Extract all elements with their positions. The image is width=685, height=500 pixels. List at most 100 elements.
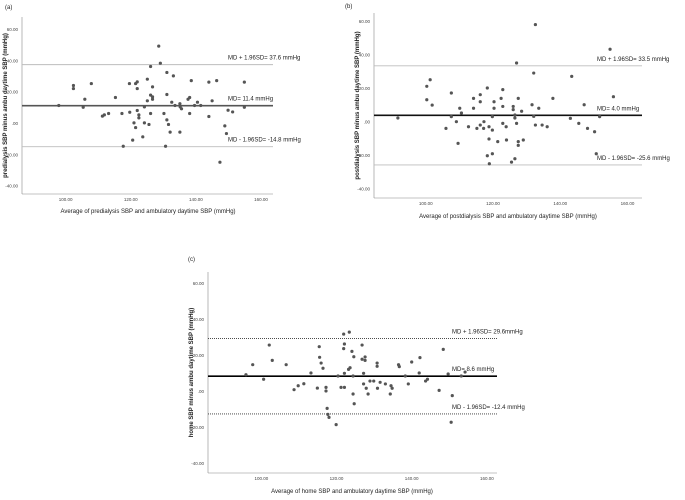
data-point	[513, 116, 517, 120]
y-tick-label: 20.00	[359, 86, 371, 91]
data-point	[390, 386, 394, 390]
data-point	[492, 106, 496, 110]
data-point	[511, 104, 515, 109]
data-point	[487, 162, 491, 166]
data-point	[511, 108, 515, 112]
data-point	[463, 370, 467, 374]
data-point	[57, 103, 61, 108]
data-point	[383, 382, 387, 386]
data-point	[347, 330, 351, 334]
data-point	[514, 121, 519, 125]
data-point	[516, 96, 520, 100]
data-point	[520, 109, 524, 113]
data-point	[485, 86, 489, 90]
data-point	[342, 371, 347, 375]
data-point	[352, 355, 356, 359]
data-point	[352, 402, 356, 406]
data-point	[244, 373, 248, 377]
data-point	[388, 392, 392, 396]
data-point	[120, 111, 124, 116]
data-point	[594, 152, 598, 156]
data-point	[327, 415, 331, 419]
data-point	[437, 388, 441, 393]
data-point	[428, 78, 432, 82]
data-point	[418, 356, 422, 360]
data-point	[165, 70, 169, 75]
data-point	[348, 366, 352, 370]
data-point	[487, 137, 491, 141]
data-point	[363, 358, 367, 362]
data-point	[284, 363, 288, 367]
y-tick-label: -20.00	[191, 425, 204, 430]
data-point	[513, 113, 517, 117]
x-tick-label: 140.00	[189, 197, 203, 202]
data-point	[326, 412, 330, 416]
data-point	[521, 138, 525, 142]
data-point	[318, 355, 322, 359]
data-point	[251, 363, 255, 367]
data-point	[608, 47, 612, 51]
data-point	[179, 107, 184, 111]
data-point	[425, 377, 430, 381]
data-point	[81, 105, 85, 109]
data-point	[471, 96, 476, 100]
data-point	[397, 365, 401, 369]
data-point	[410, 360, 414, 364]
data-point	[551, 96, 555, 100]
data-point	[207, 114, 211, 119]
data-point	[224, 131, 229, 136]
data-point	[165, 92, 169, 97]
x-tick-label: 100.00	[59, 197, 73, 202]
data-point	[378, 380, 382, 384]
data-point	[166, 122, 171, 127]
data-point	[127, 81, 132, 86]
data-point	[342, 342, 347, 346]
data-point	[360, 343, 364, 347]
y-tick-label: 60.00	[7, 27, 19, 32]
data-point	[137, 113, 141, 117]
data-point	[325, 406, 329, 410]
y-tick-label: .00	[198, 389, 205, 394]
data-point	[496, 140, 500, 144]
data-point	[195, 100, 200, 104]
data-point	[485, 154, 489, 158]
data-point	[430, 103, 434, 107]
data-point	[375, 364, 379, 368]
data-point	[425, 98, 429, 102]
data-point	[513, 157, 517, 161]
data-point	[449, 115, 453, 119]
data-point	[267, 343, 271, 347]
data-point	[150, 97, 155, 101]
data-point	[170, 100, 174, 104]
data-point	[162, 111, 166, 116]
data-point	[449, 91, 453, 95]
data-point	[482, 126, 486, 130]
y-tick-label: 60.00	[193, 281, 205, 286]
data-point	[537, 106, 541, 110]
data-point	[218, 160, 222, 164]
data-point	[178, 102, 182, 106]
data-point	[148, 64, 153, 69]
upper-line-label: MD + 1.96SD= 37.6 mmHg	[228, 56, 300, 62]
data-point	[315, 386, 319, 390]
data-point	[350, 349, 354, 353]
lower-line-label: MD - 1.96SD= -25.6 mmHg	[597, 156, 670, 162]
y-tick-label: 20.00	[193, 353, 205, 358]
data-point	[131, 138, 135, 142]
data-point	[135, 80, 139, 84]
data-point	[71, 86, 76, 91]
data-point	[71, 83, 76, 88]
data-point	[459, 374, 463, 378]
data-point	[366, 392, 370, 396]
x-tick-label: 100.00	[419, 201, 433, 206]
data-point	[533, 22, 538, 27]
data-point	[403, 374, 407, 378]
data-point	[192, 103, 197, 108]
y-tick-label: -40.00	[357, 187, 370, 192]
data-point	[223, 124, 227, 128]
data-point	[361, 371, 366, 375]
x-axis-label: Average of predialysis SBP and ambulator…	[60, 209, 235, 215]
x-tick-label: 160.00	[621, 201, 635, 206]
data-point	[598, 115, 602, 119]
data-point	[516, 140, 520, 144]
